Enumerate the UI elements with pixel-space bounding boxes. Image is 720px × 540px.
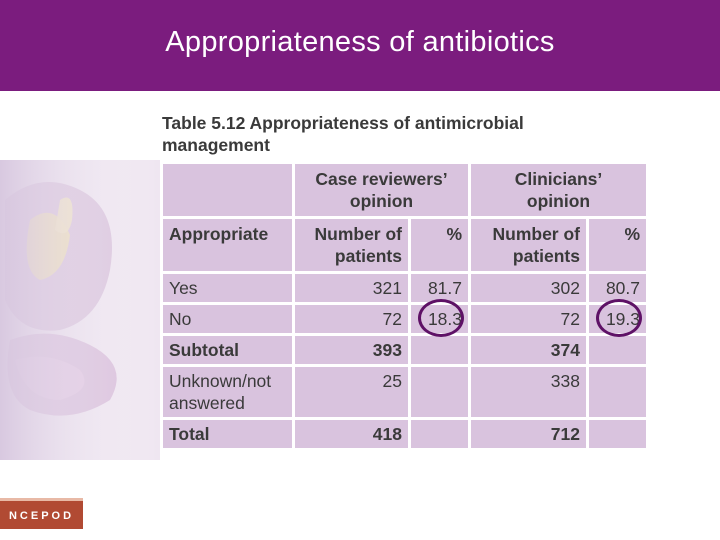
table-caption-line-2: management	[162, 135, 270, 155]
ncepod-logo: NCEPOD	[0, 498, 83, 529]
clinicians-percent	[586, 417, 649, 451]
clinicians-number: 712	[468, 417, 589, 451]
appropriate-header: Appropriate	[160, 216, 295, 274]
table-group-header-row: Case reviewers’ opinion Clinicians’ opin…	[160, 161, 649, 219]
table-row: Subtotal 393 374	[160, 333, 649, 367]
reviewers-number-header: Number of patients	[292, 216, 411, 274]
clinicians-number: 338	[468, 364, 589, 420]
table-row: Total 418 712	[160, 417, 649, 451]
reviewers-number: 321	[292, 271, 411, 305]
row-label: Yes	[160, 271, 295, 305]
table-row: No 72 18.3 72 19.3	[160, 302, 649, 336]
reviewers-number: 25	[292, 364, 411, 420]
reviewers-percent-header: %	[408, 216, 471, 274]
row-label: Total	[160, 417, 295, 451]
clinicians-number-header: Number of patients	[468, 216, 589, 274]
row-label: No	[160, 302, 295, 336]
clinicians-header: Clinicians’ opinion	[468, 161, 649, 219]
slide-title: Appropriateness of antibiotics	[165, 26, 555, 58]
anatomy-illustration	[0, 160, 160, 460]
clinicians-percent	[586, 333, 649, 367]
table-column-header-row: Appropriate Number of patients % Number …	[160, 216, 649, 274]
clinicians-number: 72	[468, 302, 589, 336]
table-caption-line-1: Table 5.12 Appropriateness of antimicrob…	[162, 113, 524, 133]
table-row: Unknown/not answered 25 338	[160, 364, 649, 420]
clinicians-percent	[586, 364, 649, 420]
clinicians-number: 302	[468, 271, 589, 305]
reviewers-percent	[408, 364, 471, 420]
reviewers-percent: 81.7	[408, 271, 471, 305]
highlight-circle-clinicians	[596, 299, 642, 337]
reviewers-number: 418	[292, 417, 411, 451]
reviewers-number: 393	[292, 333, 411, 367]
row-label: Subtotal	[160, 333, 295, 367]
table-caption: Table 5.12 Appropriateness of antimicrob…	[162, 112, 622, 156]
row-label: Unknown/not answered	[160, 364, 295, 420]
highlight-circle-reviewers	[418, 299, 464, 337]
table-empty-cell	[160, 161, 295, 219]
reviewers-number: 72	[292, 302, 411, 336]
reviewers-percent	[408, 333, 471, 367]
clinicians-number: 374	[468, 333, 589, 367]
reviewers-percent	[408, 417, 471, 451]
antimicrobial-table: Case reviewers’ opinion Clinicians’ opin…	[160, 161, 649, 451]
table-row: Yes 321 81.7 302 80.7	[160, 271, 649, 305]
clinicians-percent-header: %	[586, 216, 649, 274]
case-reviewers-header: Case reviewers’ opinion	[292, 161, 471, 219]
slide-header: Appropriateness of antibiotics	[0, 0, 720, 91]
